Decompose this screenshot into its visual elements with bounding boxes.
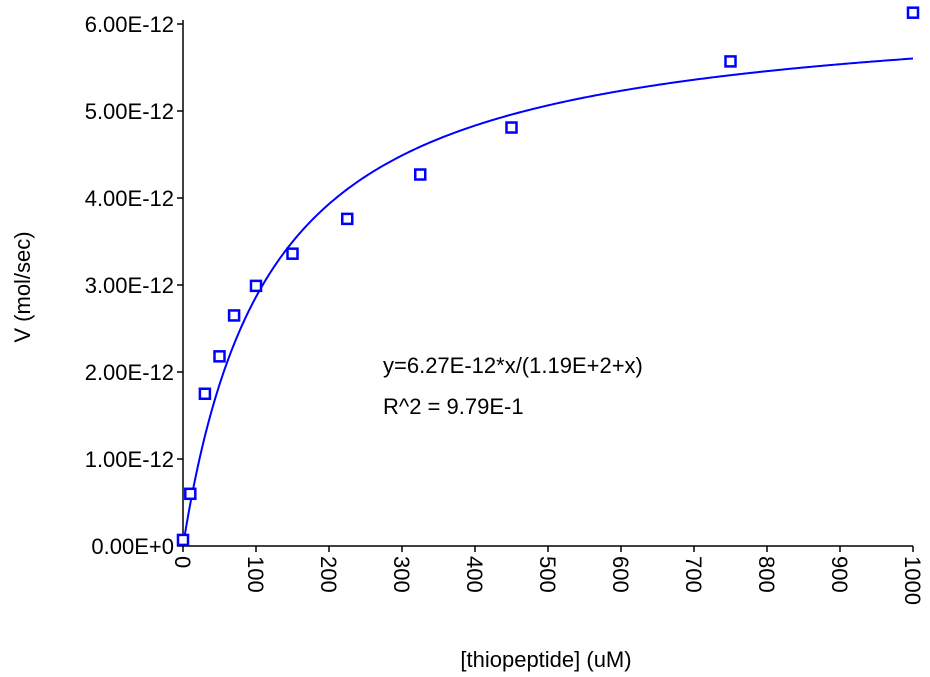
x-tick-label: 200: [316, 556, 341, 593]
x-tick-label: 0: [170, 556, 195, 568]
y-axis-ticks: 0.00E+0 1.00E-12 2.00E-12 3.00E-12 4.00E-12 5…: [85, 12, 183, 559]
x-tick-label: 900: [827, 556, 852, 593]
x-tick-label: 500: [535, 556, 560, 593]
y-tick-label: 5.00E-12: [85, 99, 174, 124]
y-tick-label: 6.00E-12: [85, 12, 174, 37]
data-point: [249, 279, 263, 293]
data-point: [286, 247, 299, 260]
y-tick-label: 3.00E-12: [85, 273, 174, 298]
x-axis-ticks: 0 100 200 300 400 500 600 700 800 900 1000: [170, 546, 925, 605]
data-point: [198, 387, 212, 400]
y-axis-title: V (mol/sec): [10, 231, 35, 342]
y-tick-label: 1.00E-12: [85, 447, 174, 472]
equation-annotation: y=6.27E-12*x/(1.19E+2+x): [383, 353, 643, 378]
fit-curve: [182, 57, 914, 547]
y-tick-label: 4.00E-12: [85, 186, 174, 211]
x-tick-label: 700: [681, 556, 706, 593]
x-tick-label: 600: [608, 556, 633, 593]
data-point: [906, 6, 920, 19]
data-point: [184, 487, 197, 501]
r-squared-annotation: R^2 = 9.79E-1: [383, 394, 524, 419]
data-point: [176, 533, 190, 547]
x-tick-label: 100: [243, 556, 268, 593]
x-tick-label: 400: [462, 556, 487, 593]
data-point: [213, 350, 226, 363]
data-point: [724, 55, 737, 68]
data-point: [414, 168, 427, 181]
x-tick-label: 1000: [900, 556, 925, 605]
y-tick-label: 2.00E-12: [85, 360, 174, 385]
data-point: [341, 212, 354, 226]
x-axis-title: [thiopeptide] (uM): [460, 647, 631, 672]
data-points: [176, 6, 920, 547]
data-point: [505, 121, 518, 134]
y-tick-label: 0.00E+0: [91, 534, 174, 559]
x-tick-label: 800: [754, 556, 779, 593]
data-point: [227, 309, 241, 322]
x-tick-label: 300: [389, 556, 414, 593]
